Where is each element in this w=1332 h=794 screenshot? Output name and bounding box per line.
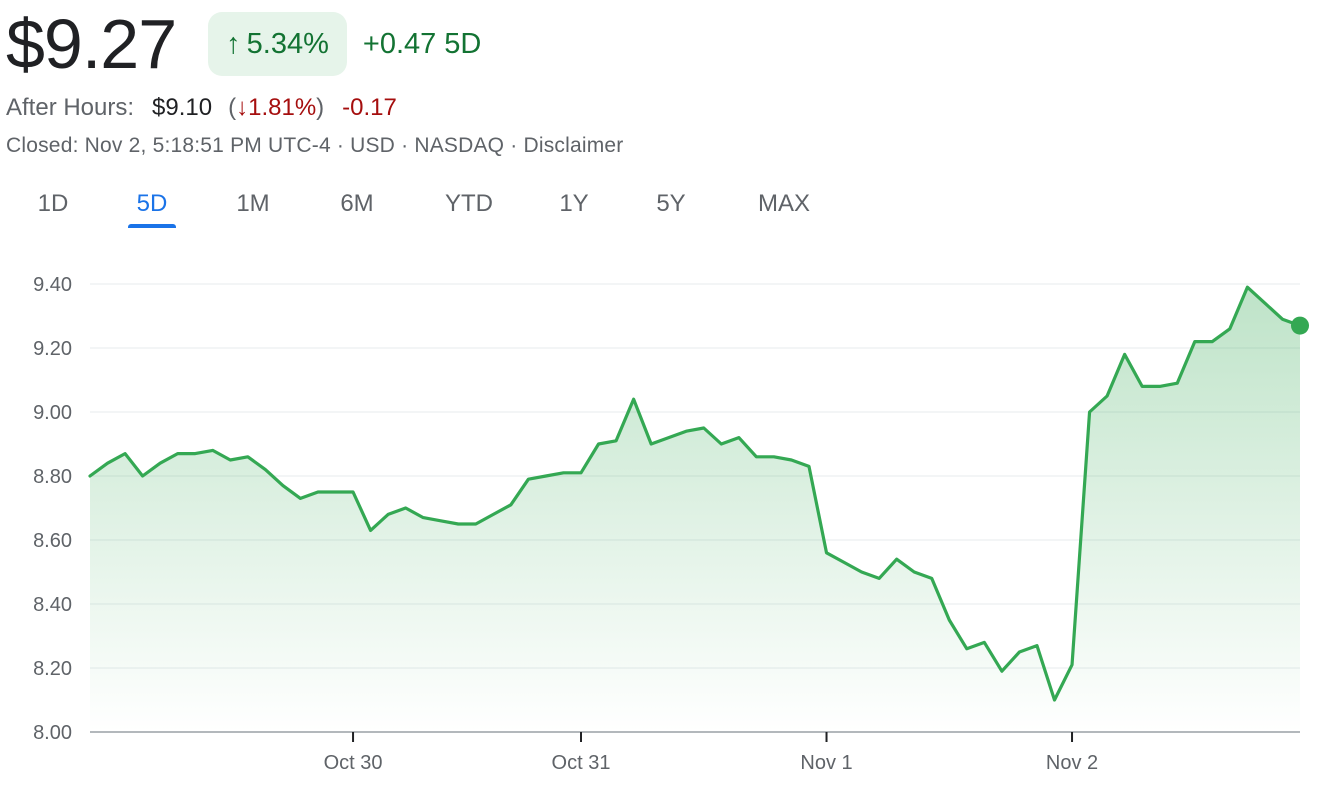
active-tab-indicator xyxy=(128,224,176,228)
currency: USD xyxy=(350,134,396,157)
tab-5y[interactable]: 5Y xyxy=(648,182,694,228)
after-hours-label: After Hours: xyxy=(6,94,135,121)
arrow-down-icon: ↓ xyxy=(236,94,249,121)
after-hours-price: $9.10 xyxy=(152,94,213,121)
tab-label: 5Y xyxy=(656,190,686,217)
tab-label: 1Y xyxy=(559,190,589,217)
tab-5d[interactable]: 5D xyxy=(128,182,176,228)
x-tick-label: Oct 30 xyxy=(324,752,383,774)
tab-label: 6M xyxy=(340,190,374,217)
tab-6m[interactable]: 6M xyxy=(330,182,384,228)
tab-label: 5D xyxy=(136,190,168,217)
x-tick-label: Oct 31 xyxy=(552,752,611,774)
change-amount: +0.47 xyxy=(362,27,437,60)
tab-1m[interactable]: 1M xyxy=(228,182,278,228)
tab-label: MAX xyxy=(757,190,810,217)
separator: · xyxy=(504,134,524,157)
change-period: 5D xyxy=(444,27,482,60)
exchange: NASDAQ xyxy=(414,134,505,157)
closed-timestamp: Closed: Nov 2, 5:18:51 PM UTC-4 xyxy=(6,134,331,157)
quote-header: $9.27 ↑ 5.34% +0.47 5D xyxy=(6,4,481,84)
price-line xyxy=(88,285,1302,702)
open-paren: ( xyxy=(228,94,237,121)
y-tick-label: 9.20 xyxy=(33,338,72,360)
y-tick-label: 8.00 xyxy=(33,722,72,744)
y-tick-label: 8.20 xyxy=(33,658,72,680)
after-hours-row: After Hours: $9.10 (↓1.81%) -0.17 xyxy=(6,90,397,126)
disclaimer-link[interactable]: Disclaimer xyxy=(523,134,624,157)
tab-1d[interactable]: 1D xyxy=(30,182,76,228)
arrow-up-icon: ↑ xyxy=(226,27,241,60)
tab-label: 1D xyxy=(37,190,69,217)
change-absolute: +0.47 5D xyxy=(363,28,481,61)
market-status: Closed: Nov 2, 5:18:51 PM UTC-4 · USD · … xyxy=(6,134,624,158)
close-paren: ) xyxy=(316,94,325,121)
last-price-marker xyxy=(1291,316,1309,335)
change-percent-badge: ↑ 5.34% xyxy=(208,12,347,76)
change-percent: 5.34% xyxy=(246,27,329,60)
tab-1y[interactable]: 1Y xyxy=(552,182,596,228)
tab-ytd[interactable]: YTD xyxy=(436,182,502,228)
x-tick-label: Nov 1 xyxy=(800,752,852,774)
y-tick-label: 8.40 xyxy=(33,594,72,616)
after-hours-percent: (↓1.81%) xyxy=(228,94,324,122)
tab-label: YTD xyxy=(445,190,493,217)
after-hours-change: -0.17 xyxy=(342,94,397,121)
current-price: $9.27 xyxy=(6,5,177,83)
separator: · xyxy=(395,134,415,157)
after-hours-pct-value: 1.81% xyxy=(248,94,317,121)
x-tick-label: Nov 2 xyxy=(1046,752,1098,774)
tab-max[interactable]: MAX xyxy=(746,182,822,228)
price-area xyxy=(90,287,1300,732)
y-tick-label: 9.00 xyxy=(33,402,72,424)
y-tick-label: 8.80 xyxy=(33,466,72,488)
x-axis: Oct 30 Oct 31 Nov 1 Nov 2 xyxy=(324,732,1098,774)
tab-label: 1M xyxy=(236,190,270,217)
y-tick-label: 9.40 xyxy=(33,274,72,296)
y-axis: 9.40 9.20 9.00 8.80 8.60 8.40 8.20 8.00 xyxy=(33,274,72,744)
price-chart[interactable]: 9.409.209.008.808.608.408.208.00 Oct 30 O… xyxy=(0,240,1332,790)
separator: · xyxy=(330,134,351,157)
y-tick-label: 8.60 xyxy=(33,530,72,552)
